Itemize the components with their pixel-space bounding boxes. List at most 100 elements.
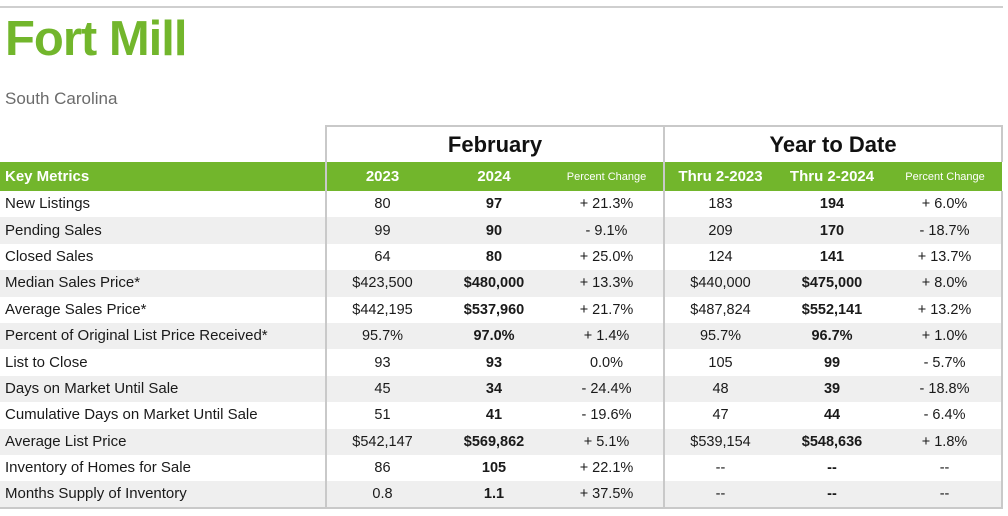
- ytd-2024-value: 194: [776, 191, 889, 218]
- metric-label: Inventory of Homes for Sale: [0, 454, 326, 482]
- ytd-2024-value: $552,141: [776, 296, 889, 323]
- ytd-2024-value: --: [776, 454, 889, 482]
- table-row: Closed Sales 64 80 + 25.0% 124 141 + 13.7%: [0, 243, 1004, 271]
- metric-label: Cumulative Days on Market Until Sale: [0, 402, 326, 429]
- feb-2024-value: 93: [438, 349, 550, 376]
- table-row: Average List Price $542,147 $569,862 + 5.1%…: [0, 428, 1004, 455]
- ytd-percent-change: --: [888, 481, 1004, 510]
- table-row: Average Sales Price* $442,195 $537,960 + 21…: [0, 296, 1004, 323]
- column-header-thru-2-2023: Thru 2-2023: [663, 162, 777, 191]
- ytd-2023-value: --: [663, 454, 777, 482]
- feb-2023-value: 51: [325, 402, 438, 429]
- group-header-blank: [0, 126, 326, 162]
- ytd-2024-value: 99: [776, 349, 889, 376]
- page-subtitle: South Carolina: [5, 89, 118, 108]
- feb-2023-value: $442,195: [325, 296, 438, 323]
- ytd-percent-change: + 13.7%: [888, 243, 1004, 271]
- feb-2024-value: $480,000: [438, 270, 550, 297]
- group-header-row: February Year to Date: [0, 125, 1004, 162]
- column-header-ytd-percent-change: Percent Change: [888, 162, 1003, 191]
- ytd-percent-change: --: [888, 454, 1004, 482]
- ytd-2023-value: 183: [663, 191, 777, 218]
- ytd-percent-change: + 8.0%: [888, 270, 1004, 297]
- feb-2024-value: 97.0%: [438, 322, 550, 350]
- column-header-feb-percent-change: Percent Change: [550, 162, 665, 191]
- feb-2023-value: $423,500: [325, 270, 438, 297]
- ytd-2024-value: $475,000: [776, 270, 889, 297]
- feb-percent-change: - 9.1%: [550, 217, 665, 244]
- ytd-percent-change: - 18.8%: [888, 375, 1004, 403]
- ytd-percent-change: - 5.7%: [888, 349, 1004, 376]
- feb-2024-value: 34: [438, 375, 550, 403]
- feb-2024-value: 41: [438, 402, 550, 429]
- column-header-key-metrics: Key Metrics: [0, 162, 326, 191]
- ytd-percent-change: + 13.2%: [888, 296, 1004, 323]
- feb-2023-value: 86: [325, 454, 438, 482]
- feb-2024-value: 80: [438, 243, 550, 271]
- table-row: Inventory of Homes for Sale 86 105 + 22.1% -…: [0, 454, 1004, 482]
- table-row: Pending Sales 99 90- 9.1% 209 170- 18.7%: [0, 217, 1004, 244]
- column-header-row: Key Metrics 2023 2024 Percent Change Thr…: [0, 162, 1003, 191]
- ytd-percent-change: + 6.0%: [888, 191, 1004, 218]
- ytd-2023-value: $487,824: [663, 296, 777, 323]
- feb-2023-value: 80: [325, 191, 438, 218]
- metric-label: Days on Market Until Sale: [0, 375, 326, 403]
- metric-label: Pending Sales: [0, 217, 326, 244]
- feb-2023-value: 0.8: [325, 481, 438, 510]
- feb-2024-value: 105: [438, 454, 550, 482]
- group-header-february: February: [324, 125, 666, 162]
- ytd-2023-value: 48: [663, 375, 777, 403]
- feb-2024-value: 1.1: [438, 481, 550, 510]
- ytd-2023-value: 124: [663, 243, 777, 271]
- ytd-2023-value: 47: [663, 402, 777, 429]
- feb-percent-change: + 21.3%: [550, 191, 665, 218]
- ytd-2023-value: 105: [663, 349, 777, 376]
- feb-percent-change: 0.0%: [550, 349, 665, 376]
- table-row: Cumulative Days on Market Until Sale 51 41…: [0, 402, 1004, 429]
- column-header-feb-2023: 2023: [325, 162, 438, 191]
- feb-2023-value: 45: [325, 375, 438, 403]
- ytd-2023-value: --: [663, 481, 777, 510]
- column-header-feb-2024: 2024: [438, 162, 550, 191]
- feb-2023-value: 64: [325, 243, 438, 271]
- table-body: New Listings 80 97 + 21.3% 183 194 + 6.0% Pend…: [0, 191, 1004, 510]
- metric-label: Closed Sales: [0, 243, 326, 271]
- ytd-2024-value: 44: [776, 402, 889, 429]
- ytd-2024-value: 141: [776, 243, 889, 271]
- metric-label: List to Close: [0, 349, 326, 376]
- ytd-2024-value: --: [776, 481, 889, 510]
- metric-label: New Listings: [0, 191, 326, 218]
- feb-2023-value: 99: [325, 217, 438, 244]
- ytd-2023-value: 95.7%: [663, 322, 777, 350]
- ytd-2024-value: 96.7%: [776, 322, 889, 350]
- feb-percent-change: + 1.4%: [550, 322, 665, 350]
- feb-2024-value: $537,960: [438, 296, 550, 323]
- group-header-year-to-date: Year to Date: [664, 125, 1004, 162]
- ytd-2024-value: 39: [776, 375, 889, 403]
- ytd-2023-value: $440,000: [663, 270, 777, 297]
- table-row: List to Close 93 93 0.0% 105 99- 5.7%: [0, 349, 1004, 376]
- feb-2023-value: $542,147: [325, 428, 438, 455]
- feb-2024-value: 97: [438, 191, 550, 218]
- metric-label: Months Supply of Inventory: [0, 481, 326, 510]
- feb-percent-change: - 19.6%: [550, 402, 665, 429]
- feb-percent-change: + 37.5%: [550, 481, 665, 510]
- table-row: Median Sales Price* $423,500 $480,000 + 13.…: [0, 270, 1004, 297]
- feb-2023-value: 95.7%: [325, 322, 438, 350]
- ytd-2023-value: $539,154: [663, 428, 777, 455]
- metric-label: Average List Price: [0, 428, 326, 455]
- feb-percent-change: + 25.0%: [550, 243, 665, 271]
- ytd-percent-change: + 1.8%: [888, 428, 1004, 455]
- feb-2023-value: 93: [325, 349, 438, 376]
- metric-label: Average Sales Price*: [0, 296, 326, 323]
- table-row: New Listings 80 97 + 21.3% 183 194 + 6.0%: [0, 191, 1004, 218]
- column-header-thru-2-2024: Thru 2-2024: [776, 162, 889, 191]
- feb-percent-change: + 13.3%: [550, 270, 665, 297]
- feb-2024-value: 90: [438, 217, 550, 244]
- metric-label: Percent of Original List Price Received*: [0, 322, 326, 350]
- feb-percent-change: + 22.1%: [550, 454, 665, 482]
- ytd-percent-change: - 6.4%: [888, 402, 1004, 429]
- feb-2024-value: $569,862: [438, 428, 550, 455]
- ytd-percent-change: + 1.0%: [888, 322, 1004, 350]
- ytd-2023-value: 209: [663, 217, 777, 244]
